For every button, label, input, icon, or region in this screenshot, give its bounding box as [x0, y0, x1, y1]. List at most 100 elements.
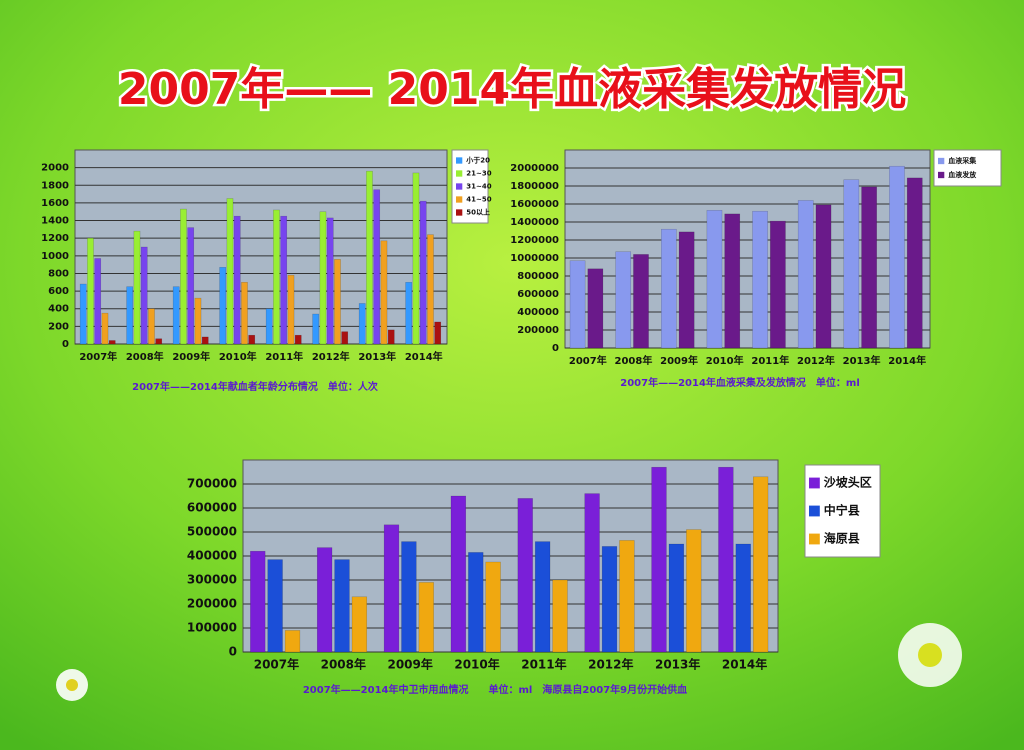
- bar: [319, 211, 327, 345]
- bar: [366, 170, 373, 345]
- bar: [569, 260, 586, 349]
- y-tick-label: 600000: [187, 501, 237, 515]
- y-tick-label: 1400000: [510, 217, 559, 228]
- bar: [265, 308, 273, 345]
- x-tick-label: 2013年: [843, 354, 881, 367]
- bar: [686, 529, 702, 653]
- bar: [316, 547, 333, 653]
- bar: [312, 313, 320, 345]
- y-tick-label: 400000: [517, 307, 559, 318]
- y-tick-label: 2000000: [510, 163, 559, 174]
- chart-caption: 2007年——2014年中卫市用血情况 单位：ml 海原县自2007年9月份开始…: [303, 683, 687, 696]
- bar: [358, 303, 366, 345]
- legend-swatch: [938, 157, 945, 165]
- x-tick-label: 2007年: [569, 354, 607, 367]
- x-tick-label: 2009年: [660, 354, 698, 367]
- legend-swatch: [809, 505, 820, 517]
- x-tick-label: 2011年: [521, 657, 566, 672]
- bar: [752, 210, 768, 349]
- bar: [724, 213, 741, 349]
- x-tick-label: 2013年: [655, 657, 700, 672]
- bar: [126, 286, 134, 345]
- legend-box: [933, 149, 1002, 187]
- bar: [427, 234, 434, 345]
- y-tick-label: 600000: [517, 289, 559, 300]
- y-tick-label: 1000000: [510, 253, 559, 264]
- legend-label: 31~40: [466, 183, 491, 191]
- bar: [412, 172, 420, 345]
- x-tick-label: 2009年: [172, 350, 210, 363]
- y-tick-label: 800000: [517, 271, 559, 282]
- legend-label: 41~50: [466, 196, 491, 204]
- y-tick-label: 200000: [187, 597, 237, 611]
- bar: [280, 215, 288, 345]
- bar: [661, 228, 677, 349]
- bar: [373, 189, 381, 345]
- bar: [633, 254, 649, 349]
- x-tick-label: 2009年: [387, 657, 432, 672]
- bar: [155, 338, 163, 345]
- bar: [287, 274, 295, 345]
- bar: [861, 186, 877, 349]
- bar: [140, 246, 148, 345]
- y-tick-label: 2000: [41, 163, 69, 174]
- x-tick-label: 2010年: [454, 657, 499, 672]
- legend-swatch: [809, 477, 820, 489]
- x-tick-label: 2008年: [615, 354, 653, 367]
- bar: [101, 312, 109, 345]
- bar: [79, 283, 87, 345]
- bar: [148, 308, 155, 345]
- y-tick-label: 1200: [41, 233, 69, 244]
- bar: [172, 286, 180, 345]
- flower-center: [66, 679, 78, 691]
- y-tick-label: 100000: [187, 621, 237, 635]
- x-tick-label: 2012年: [588, 657, 633, 672]
- y-tick-label: 1400: [41, 216, 69, 227]
- bar: [815, 204, 832, 349]
- legend-swatch: [456, 209, 463, 216]
- bar: [651, 466, 667, 653]
- bar: [383, 524, 400, 653]
- x-tick-label: 2013年: [358, 350, 396, 363]
- y-tick-label: 0: [552, 343, 559, 354]
- legend-label: 血液发放: [948, 170, 977, 179]
- chart-caption: 2007年——2014年血液采集及发放情况 单位：ml: [620, 376, 860, 389]
- legend-swatch: [456, 157, 463, 164]
- legend-swatch: [456, 183, 463, 190]
- y-tick-label: 0: [229, 645, 237, 659]
- bar: [87, 237, 94, 345]
- bar: [219, 267, 227, 345]
- bar: [601, 546, 618, 653]
- bar: [419, 200, 427, 345]
- x-tick-label: 2011年: [265, 350, 303, 363]
- bar: [468, 552, 484, 653]
- x-tick-label: 2012年: [797, 354, 835, 367]
- bar: [180, 208, 187, 345]
- bar: [133, 230, 141, 345]
- legend-swatch: [938, 171, 945, 179]
- x-tick-label: 2011年: [751, 354, 789, 367]
- bar: [341, 331, 349, 345]
- bar: [906, 177, 923, 349]
- bar: [284, 630, 301, 653]
- bar: [418, 582, 434, 653]
- bar: [194, 297, 202, 345]
- bar: [405, 282, 413, 345]
- legend-swatch: [809, 533, 820, 545]
- bar: [889, 165, 905, 349]
- bar: [619, 540, 635, 653]
- y-tick-label: 1600: [41, 198, 69, 209]
- bar: [108, 340, 116, 345]
- chart-caption: 2007年——2014年献血者年龄分布情况 单位：人次: [132, 380, 378, 393]
- y-tick-label: 1800: [41, 180, 69, 191]
- bar: [534, 541, 551, 653]
- y-tick-label: 700000: [187, 477, 237, 491]
- legend-swatch: [456, 170, 463, 177]
- legend-swatch: [456, 196, 463, 203]
- bar: [485, 561, 501, 653]
- y-tick-label: 600: [48, 286, 69, 297]
- bar: [380, 240, 388, 345]
- bar: [94, 258, 102, 345]
- y-tick-label: 1800000: [510, 181, 559, 192]
